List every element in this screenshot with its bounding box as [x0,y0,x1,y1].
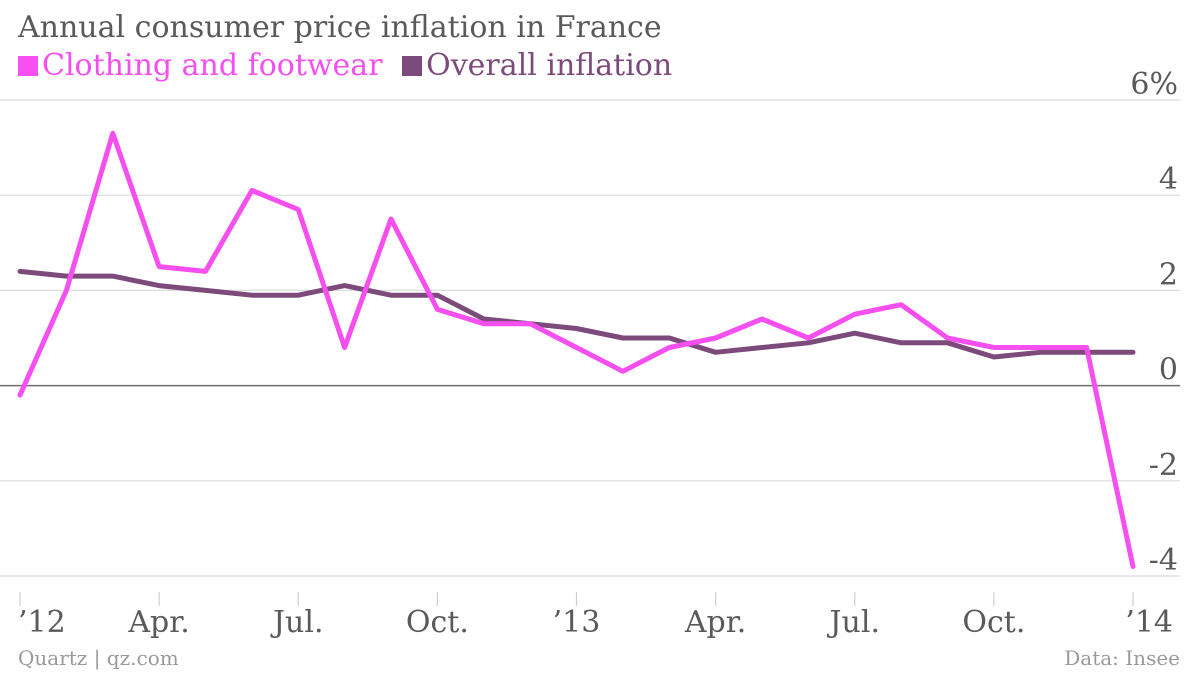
x-tick-label: Jul. [827,605,880,640]
x-tick-label: Jul. [270,605,323,640]
data-source: Data: Insee [1064,646,1180,670]
x-tick-label: ’12 [18,605,66,640]
x-tick-label: ’13 [553,605,601,640]
y-tick-label: 6% [1130,67,1178,102]
series-lines [17,130,1136,569]
y-tick-label: 0 [1159,353,1178,388]
y-tick-label: 4 [1159,162,1178,197]
legend: Clothing and footwear Overall inflation [18,48,682,83]
x-tick-label: Oct. [962,605,1025,640]
x-tick-label: ’14 [1125,605,1173,640]
legend-swatch-overall [402,56,423,76]
series-line-clothing [17,130,1136,569]
legend-item-overall: Overall inflation [402,48,672,83]
legend-swatch-clothing [18,56,38,76]
x-tick-label: Oct. [406,605,469,640]
legend-item-clothing: Clothing and footwear [18,48,383,83]
legend-label-overall: Overall inflation [426,48,673,83]
y-tick-label: -2 [1149,448,1178,483]
x-tick-label: Apr. [127,605,189,640]
y-axis: -4 -2 0 2 4 6% [1130,67,1178,578]
y-tick-label: 2 [1159,257,1178,292]
gridlines [0,99,1180,577]
y-tick-label: -4 [1149,543,1178,578]
legend-label-clothing: Clothing and footwear [42,48,383,83]
x-axis: ’12 Apr. Jul. Oct. ’13 Apr. Jul. Oct. ’14 [18,592,1173,640]
chart-title: Annual consumer price inflation in Franc… [18,10,662,45]
source-credit: Quartz | qz.com [18,646,179,670]
x-tick-label: Apr. [684,605,746,640]
series-line-overall [17,268,1136,360]
